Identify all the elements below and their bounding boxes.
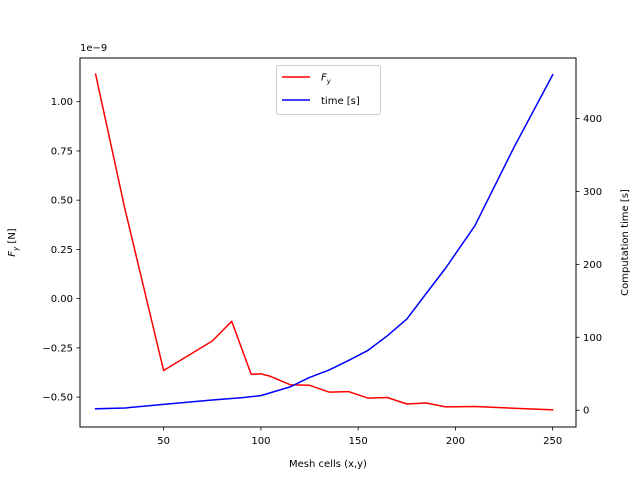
y-left-tick-label: 0.50 [51,196,73,207]
x-tick-label: 150 [349,436,368,447]
series-line-time [94,73,554,410]
y-right-axis-label: Computation time [s] [620,189,631,296]
y-left-offset-text: 1e−9 [80,43,107,54]
y-left-axis-label: Fy [N] [7,228,20,256]
legend-label-time: time [s] [321,96,360,107]
series-layer [94,73,554,411]
x-tick-label: 100 [251,436,270,447]
y-right-tick-label: 400 [583,114,602,125]
axes-layer: 50 100 150 200 250 −0.50 −0.25 0.00 0.25 0.50 0.75… [42,97,602,447]
y-left-tick-label: −0.50 [42,393,73,404]
y-right-tick-label: 100 [583,333,602,344]
y-right-tick-label: 300 [583,187,602,198]
x-axis-label: Mesh cells (x,y) [289,459,367,470]
x-tick-label: 200 [446,436,465,447]
legend: Fy time [s] [276,65,381,115]
y-left-tick-label: 0.00 [51,294,73,305]
x-tick-label: 250 [543,436,562,447]
plot-frame [79,57,577,428]
legend-frame [276,65,381,115]
y-left-tick-label: −0.25 [42,343,73,354]
series-line-fy [94,73,554,411]
y-right-tick-label: 200 [583,260,602,271]
y-left-tick-label: 1.00 [51,97,73,108]
legend-label-fy: Fy [321,73,332,86]
y-left-tick-label: 0.75 [51,146,73,157]
y-right-tick-label: 0 [583,406,589,417]
x-tick-label: 50 [157,436,170,447]
y-left-tick-label: 0.25 [51,245,73,256]
